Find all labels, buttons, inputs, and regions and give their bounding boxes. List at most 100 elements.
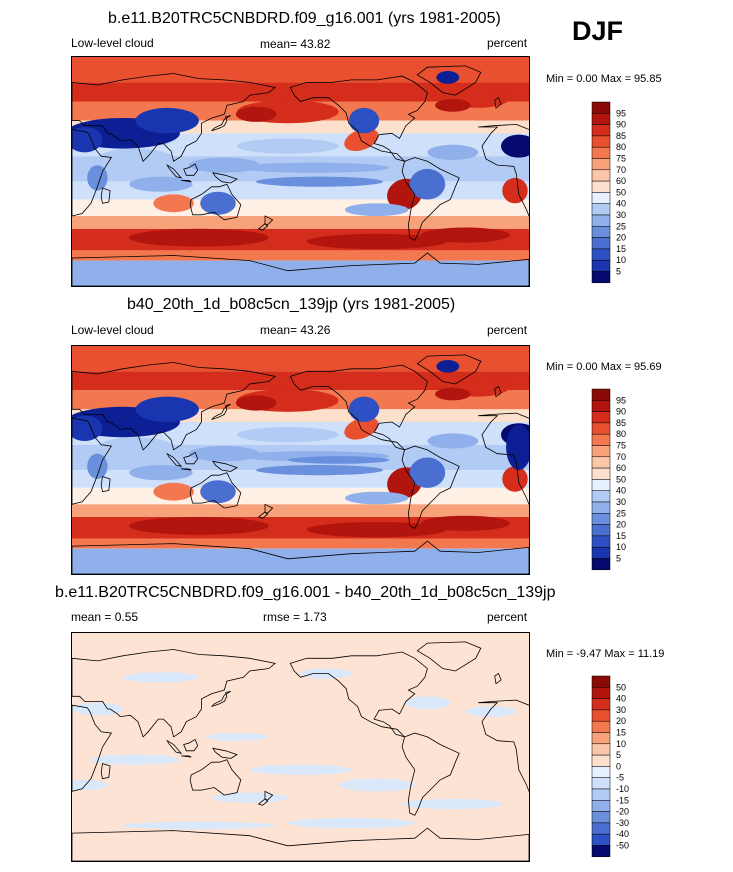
colorbar-swatch xyxy=(591,411,611,424)
coastline xyxy=(72,704,113,792)
panel2-map xyxy=(71,345,530,575)
field-blob xyxy=(287,456,390,464)
coastline xyxy=(212,460,238,472)
colorbar-swatch xyxy=(591,766,611,778)
colorbar-swatch xyxy=(591,422,611,435)
colorbar-swatch xyxy=(591,479,611,491)
coastline xyxy=(416,354,482,385)
colorbar-swatch xyxy=(591,490,611,503)
field-blob xyxy=(306,522,447,538)
field-blob xyxy=(345,491,409,505)
field-blob xyxy=(153,194,194,213)
colorbar-swatch xyxy=(591,845,611,858)
field-blob xyxy=(135,107,199,134)
field-blob xyxy=(129,465,193,481)
coastline xyxy=(264,215,274,226)
field-blob xyxy=(506,424,529,471)
colorbar-tick-label: 80 xyxy=(616,142,626,152)
coastline xyxy=(264,790,274,801)
coastlines xyxy=(72,65,529,286)
field-blob xyxy=(237,138,339,154)
field-blob xyxy=(465,706,517,717)
field-blob xyxy=(129,176,193,192)
field-blob xyxy=(402,798,504,810)
field-blob xyxy=(237,427,339,443)
colorbar-swatch xyxy=(591,400,611,412)
panel1-title: b.e11.B20TRC5CNBDRD.f09_g16.001 (yrs 198… xyxy=(108,10,501,27)
colorbar-tick-label: 20 xyxy=(616,520,626,530)
colorbar-swatch xyxy=(591,822,611,835)
panel2-map-field xyxy=(72,346,529,574)
field-blob xyxy=(72,702,123,716)
colorbar-swatch xyxy=(591,180,611,193)
colorbar-swatch xyxy=(591,101,611,114)
colorbar-tick-label: 15 xyxy=(616,728,626,738)
coastline xyxy=(72,649,277,738)
colorbar-tick-label: -50 xyxy=(616,841,629,851)
colorbar-tick-label: 40 xyxy=(616,694,626,704)
field-blob xyxy=(97,148,174,169)
panel3-minmax: Min = -9.47 Max = 11.19 xyxy=(546,648,665,660)
colorbar-swatch xyxy=(591,248,611,261)
panel1-minmax: Min = 0.00 Max = 95.85 xyxy=(546,73,662,85)
coastline xyxy=(211,690,231,707)
colorbar-tick-label: 40 xyxy=(616,199,626,209)
coastline xyxy=(72,129,113,217)
coastline xyxy=(257,511,269,519)
colorbar-tick-label: -15 xyxy=(616,795,629,805)
coastline xyxy=(181,468,192,471)
colorbar-swatch xyxy=(591,788,611,801)
colorbar-swatch xyxy=(591,833,611,846)
panel3-title: b.e11.B20TRC5CNBDRD.f09_g16.001 - b40_20… xyxy=(55,584,556,601)
colorbar-swatch xyxy=(591,146,611,159)
colorbar-swatch xyxy=(591,675,611,688)
colorbar-tick-label: 90 xyxy=(616,120,626,130)
field-blob xyxy=(256,176,383,187)
panel3-map-field xyxy=(72,633,529,861)
colorbar-tick-label: 95 xyxy=(616,108,626,118)
field-blob xyxy=(211,792,288,803)
field-blob xyxy=(129,517,269,535)
coastline xyxy=(166,739,183,754)
colorbar-tick-label: 10 xyxy=(616,542,626,552)
coastline xyxy=(264,503,274,514)
field-blob xyxy=(306,233,447,250)
coastline xyxy=(100,762,111,780)
field-blob xyxy=(135,396,199,422)
colorbar-tick-label: 80 xyxy=(616,429,626,439)
colorbar-tick-label: -30 xyxy=(616,818,629,828)
colorbar-swatch xyxy=(591,513,611,525)
coastline xyxy=(100,187,111,204)
coastline xyxy=(183,451,199,465)
field-blob xyxy=(421,227,510,243)
coastline xyxy=(289,364,428,451)
field-blob xyxy=(409,457,446,488)
colorbar-swatch xyxy=(591,226,611,238)
colorbar-tick-label: 75 xyxy=(616,441,626,451)
coastline xyxy=(211,115,231,132)
colorbar-tick-label: 30 xyxy=(616,497,626,507)
field-blob xyxy=(344,417,379,440)
field-blob xyxy=(348,107,380,134)
coastline xyxy=(72,540,529,574)
field-blob xyxy=(287,817,415,829)
field-blob xyxy=(427,144,479,160)
coastline xyxy=(181,180,192,183)
coastline xyxy=(189,759,242,796)
coastlines xyxy=(72,354,529,574)
colorbar-swatch xyxy=(591,456,611,469)
field-band xyxy=(72,216,529,229)
field-blob xyxy=(122,821,276,830)
field-blob xyxy=(436,360,460,373)
colorbar-tick-label: -40 xyxy=(616,829,629,839)
coastline xyxy=(166,452,183,467)
colorbar-tick-label: -10 xyxy=(616,784,629,794)
panel3-colorbar: 50 40 30 20 15 10 5 0 -5 -10 -15 -20 -30 -40 -50 xyxy=(591,675,652,858)
colorbar-tick-label: 50 xyxy=(616,682,626,692)
colorbar-tick-label: 40 xyxy=(616,486,626,496)
field-blob xyxy=(502,466,528,492)
field-blob xyxy=(338,778,415,792)
colorbar-tick-label: 30 xyxy=(616,210,626,220)
colorbar-tick-label: 85 xyxy=(616,418,626,428)
field-band xyxy=(72,548,529,574)
